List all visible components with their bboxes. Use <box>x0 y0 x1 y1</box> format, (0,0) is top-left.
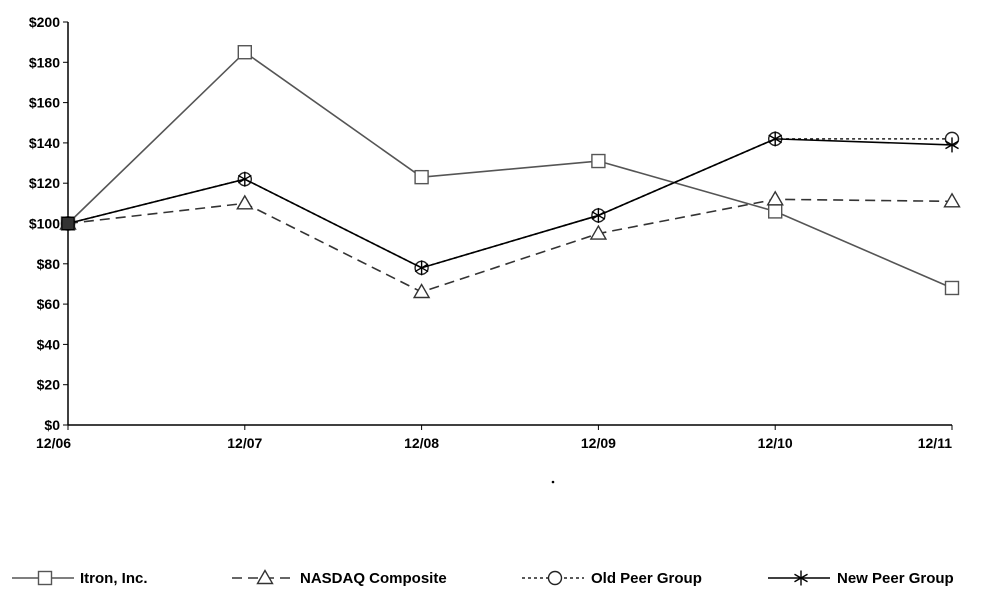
legend-label: NASDAQ Composite <box>300 570 447 587</box>
y-tick-label: $0 <box>44 417 60 433</box>
series-line <box>67 138 952 269</box>
series-circle <box>60 131 960 276</box>
y-tick-label: $80 <box>37 256 61 272</box>
legend-label: Old Peer Group <box>591 570 702 587</box>
legend: Itron, Inc. NASDAQ Composite Old Peer Grou… <box>12 569 954 587</box>
data-point-star <box>414 260 429 276</box>
y-tick-label: $20 <box>37 377 61 393</box>
y-tick-label: $40 <box>37 336 61 352</box>
series-star <box>61 131 959 276</box>
y-tick-label: $140 <box>29 135 60 151</box>
data-point-triangle <box>412 283 431 299</box>
stray-dot <box>551 480 555 484</box>
y-tick-label: $60 <box>37 296 61 312</box>
x-tick-label: 12/06 <box>36 435 71 451</box>
data-point-triangle <box>943 192 961 208</box>
data-point-triangle <box>766 190 784 206</box>
data-point-circle <box>547 570 563 586</box>
y-tick-label: $200 <box>29 14 60 30</box>
series-square <box>60 45 960 296</box>
series-triangle <box>59 190 961 299</box>
series-layer <box>59 45 961 299</box>
series-line <box>67 138 953 269</box>
series-line <box>67 51 953 289</box>
legend-item: New Peer Group <box>768 570 954 587</box>
axes: $0 $20 $40 $60 $80 $100 $120 $140 $160 $180 $200 12… <box>29 14 953 484</box>
data-point-square <box>591 153 606 169</box>
data-point-square <box>237 45 253 60</box>
overlap-marker <box>61 217 75 230</box>
x-tick-label: 12/08 <box>404 435 439 451</box>
data-point-triangle <box>256 569 274 585</box>
data-point-star <box>591 207 606 223</box>
data-point-star <box>768 131 783 147</box>
x-tick-label: 12/09 <box>581 435 616 451</box>
legend-item: NASDAQ Composite <box>232 569 447 587</box>
x-tick-label: 12/07 <box>227 435 262 451</box>
y-tick-label: $180 <box>29 54 60 70</box>
data-point-star <box>945 137 959 153</box>
data-point-square <box>768 204 783 219</box>
data-point-triangle <box>589 224 608 240</box>
legend-label: New Peer Group <box>837 570 954 587</box>
data-point-square <box>944 280 960 296</box>
legend-item: Itron, Inc. <box>12 570 148 587</box>
x-tick-label: 12/11 <box>918 435 952 451</box>
legend-item: Old Peer Group <box>522 570 702 587</box>
data-point-star <box>237 171 252 187</box>
data-point-triangle <box>236 194 254 210</box>
y-tick-label: $120 <box>29 175 60 191</box>
y-tick-label: $160 <box>29 95 60 111</box>
data-point-square <box>37 570 53 586</box>
data-point-square <box>414 169 429 185</box>
y-tick-label: $100 <box>29 216 60 232</box>
x-tick-label: 12/10 <box>758 435 793 451</box>
data-point-star <box>794 570 808 586</box>
legend-label: Itron, Inc. <box>80 570 148 587</box>
series-line <box>67 198 953 293</box>
